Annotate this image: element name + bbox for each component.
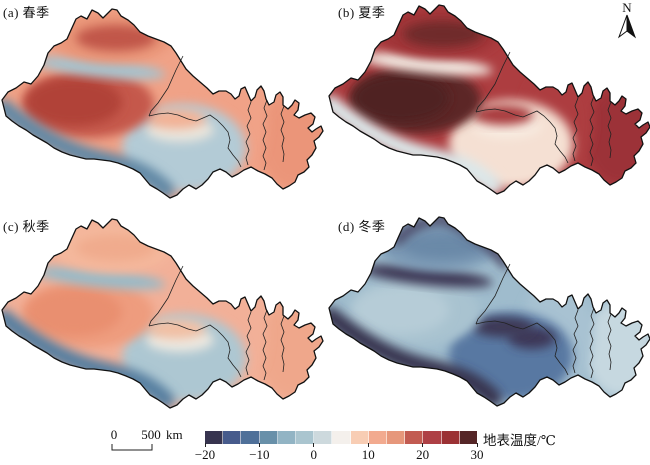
colorbar-segment bbox=[387, 431, 406, 444]
scale-bar-bracket bbox=[111, 444, 153, 451]
zone-tarim_core bbox=[26, 288, 122, 336]
colorbar-ticks: −20 −10 0 10 20 30 bbox=[195, 443, 484, 464]
zone-qaidam bbox=[473, 317, 533, 337]
colorbar-segment bbox=[332, 431, 351, 444]
zone-kunlun bbox=[329, 307, 502, 406]
panel-label-d: (d) 冬季 bbox=[338, 219, 386, 234]
province-border bbox=[245, 311, 252, 376]
zone-kunlun bbox=[2, 309, 175, 408]
colorbar-segment bbox=[405, 431, 424, 444]
map-summer bbox=[328, 4, 650, 195]
zone-tianshan bbox=[34, 266, 166, 290]
province-border bbox=[475, 51, 511, 113]
province-border bbox=[262, 309, 268, 381]
colorbar-tick-label: 0 bbox=[310, 447, 318, 462]
colorbar-segment bbox=[459, 431, 478, 444]
region-fill bbox=[2, 219, 323, 408]
province-border bbox=[148, 322, 242, 378]
province-border bbox=[148, 55, 184, 117]
province-border bbox=[475, 263, 511, 325]
province-border bbox=[475, 320, 569, 376]
scale-end-label: 500 bbox=[141, 427, 161, 442]
province-border bbox=[589, 307, 595, 379]
map-autumn bbox=[1, 218, 324, 409]
region-outline bbox=[1, 8, 324, 199]
region-outline bbox=[1, 218, 324, 409]
colorbar-segment bbox=[314, 431, 333, 444]
zone-junggar_core bbox=[76, 25, 156, 51]
colorbar-segment bbox=[350, 431, 369, 444]
panel-label-a: (a) 春季 bbox=[3, 5, 50, 20]
colorbar-tick-label: 20 bbox=[416, 447, 430, 462]
province-border bbox=[572, 309, 579, 374]
zone-qaidam bbox=[473, 105, 533, 125]
colorbar-tick-mark bbox=[422, 443, 424, 447]
scale-start-label: 0 bbox=[110, 427, 118, 442]
province-border bbox=[262, 99, 268, 171]
colorbar-tick-label: −10 bbox=[249, 447, 270, 462]
colorbar-segment bbox=[223, 431, 242, 444]
map-winter bbox=[328, 216, 650, 407]
zone-kunlun bbox=[329, 95, 502, 194]
province-border bbox=[280, 105, 285, 163]
zone-tarim_core bbox=[353, 74, 449, 122]
province-border bbox=[148, 265, 184, 327]
province-border bbox=[148, 112, 242, 168]
region-outline bbox=[328, 4, 650, 195]
province-border bbox=[607, 313, 612, 371]
zone-tarim_core bbox=[353, 286, 449, 334]
colorbar-tick-label: 10 bbox=[361, 447, 375, 462]
colorbar-tick-mark bbox=[313, 443, 315, 447]
zone-junggar_core bbox=[403, 21, 483, 47]
zone-kunlun bbox=[2, 99, 175, 198]
region-fill bbox=[329, 5, 650, 194]
province-border bbox=[280, 315, 285, 373]
province-border bbox=[589, 95, 595, 167]
province-border bbox=[607, 101, 612, 159]
colorbar-tick-mark bbox=[476, 443, 478, 447]
colorbar-tick-mark bbox=[258, 443, 260, 447]
colorbar-segment bbox=[241, 431, 260, 444]
colorbar-tick-label: −20 bbox=[194, 447, 216, 462]
zone-junggar_core bbox=[403, 233, 483, 259]
panel-label-b: (b) 夏季 bbox=[338, 5, 386, 20]
north-label: N bbox=[622, 0, 632, 15]
colorbar-tick-label: 30 bbox=[470, 447, 484, 462]
region-fill bbox=[2, 9, 323, 198]
region-outline bbox=[328, 216, 650, 407]
zone-qaidam bbox=[146, 109, 206, 129]
colorbar-tick-mark bbox=[204, 443, 206, 447]
panel-label-c: (c) 秋季 bbox=[3, 219, 50, 234]
colorbar bbox=[205, 431, 478, 444]
province-border bbox=[572, 97, 579, 162]
colorbar-segment bbox=[423, 431, 442, 444]
province-border bbox=[245, 101, 252, 166]
province-border bbox=[475, 108, 569, 164]
north-arrow: N bbox=[616, 1, 638, 44]
colorbar-segment bbox=[368, 431, 388, 444]
zone-junggar_core bbox=[76, 235, 156, 261]
zone-qaidam bbox=[146, 319, 206, 339]
north-arrow-icon bbox=[617, 14, 637, 39]
colorbar-segment bbox=[205, 431, 224, 444]
colorbar-segment bbox=[441, 431, 460, 444]
zone-tarim_core bbox=[26, 78, 122, 126]
legend-title: 地表温度/℃ bbox=[483, 433, 556, 448]
region-fill bbox=[329, 217, 650, 406]
zone-tianshan bbox=[34, 56, 166, 80]
map-spring bbox=[1, 8, 324, 199]
colorbar-segment bbox=[277, 431, 297, 444]
colorbar-segment bbox=[296, 431, 315, 444]
zone-tianshan bbox=[361, 264, 493, 288]
scale-unit-label: km bbox=[166, 427, 183, 442]
colorbar-segment bbox=[259, 431, 278, 444]
zone-tianshan bbox=[361, 52, 493, 76]
colorbar-tick-mark bbox=[367, 443, 369, 447]
